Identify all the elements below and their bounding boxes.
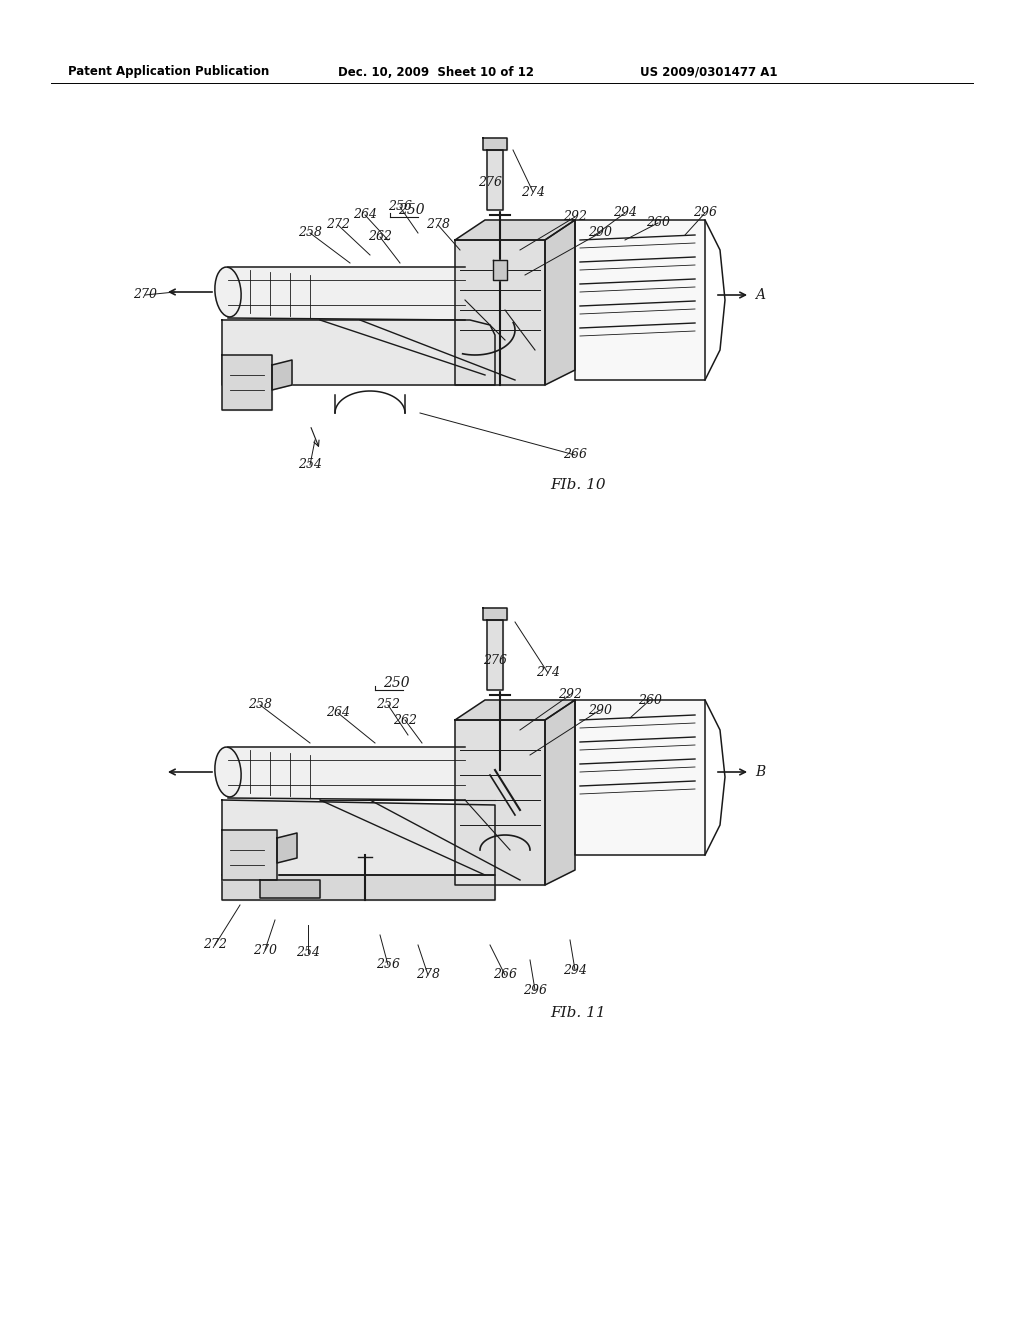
- Polygon shape: [483, 139, 507, 150]
- Polygon shape: [278, 833, 297, 863]
- Text: 258: 258: [248, 698, 272, 711]
- Polygon shape: [487, 620, 503, 690]
- Text: 264: 264: [353, 209, 377, 222]
- Text: 266: 266: [493, 969, 517, 982]
- Text: 256: 256: [376, 958, 400, 972]
- Text: 296: 296: [523, 983, 547, 997]
- Text: 266: 266: [563, 449, 587, 462]
- Polygon shape: [228, 267, 465, 319]
- Polygon shape: [455, 700, 575, 719]
- Text: 260: 260: [638, 693, 662, 706]
- Text: US 2009/0301477 A1: US 2009/0301477 A1: [640, 66, 777, 78]
- Polygon shape: [222, 800, 495, 875]
- Text: Patent Application Publication: Patent Application Publication: [68, 66, 269, 78]
- Text: 262: 262: [368, 231, 392, 243]
- Polygon shape: [455, 220, 575, 240]
- Text: 254: 254: [296, 946, 319, 960]
- Text: 296: 296: [693, 206, 717, 219]
- Text: 270: 270: [253, 944, 278, 957]
- Text: 294: 294: [563, 964, 587, 977]
- Polygon shape: [575, 700, 705, 855]
- Text: 270: 270: [133, 289, 157, 301]
- Text: 272: 272: [326, 219, 350, 231]
- Text: 278: 278: [426, 219, 450, 231]
- Polygon shape: [493, 260, 507, 280]
- Text: B: B: [755, 766, 765, 779]
- Text: FIb. 11: FIb. 11: [550, 1006, 605, 1020]
- Polygon shape: [455, 240, 545, 385]
- Text: Dec. 10, 2009  Sheet 10 of 12: Dec. 10, 2009 Sheet 10 of 12: [338, 66, 534, 78]
- Text: 250: 250: [383, 676, 410, 690]
- Text: 292: 292: [558, 689, 582, 701]
- Text: 274: 274: [536, 667, 560, 680]
- Polygon shape: [222, 319, 495, 385]
- Text: 272: 272: [203, 939, 227, 952]
- Text: 276: 276: [483, 653, 507, 667]
- Text: 260: 260: [646, 216, 670, 230]
- Text: 276: 276: [478, 177, 502, 190]
- Text: 258: 258: [298, 227, 322, 239]
- Ellipse shape: [215, 267, 241, 317]
- Text: 264: 264: [326, 706, 350, 719]
- Text: 292: 292: [563, 210, 587, 223]
- Text: 256: 256: [388, 201, 412, 214]
- Polygon shape: [272, 360, 292, 389]
- Text: FIb. 10: FIb. 10: [550, 478, 605, 492]
- Polygon shape: [222, 830, 278, 880]
- Text: 250: 250: [398, 203, 425, 216]
- Polygon shape: [545, 220, 575, 385]
- Text: 262: 262: [393, 714, 417, 726]
- Polygon shape: [483, 609, 507, 620]
- Text: 274: 274: [521, 186, 545, 198]
- Text: 290: 290: [588, 704, 612, 717]
- Polygon shape: [545, 700, 575, 884]
- Text: 252: 252: [376, 698, 400, 711]
- Text: 278: 278: [416, 969, 440, 982]
- Text: 290: 290: [588, 227, 612, 239]
- Text: 254: 254: [298, 458, 322, 471]
- Polygon shape: [575, 220, 705, 380]
- Polygon shape: [455, 719, 545, 884]
- Text: 294: 294: [613, 206, 637, 219]
- Text: A: A: [755, 288, 765, 302]
- Polygon shape: [487, 150, 503, 210]
- Polygon shape: [222, 875, 495, 900]
- Polygon shape: [228, 747, 465, 800]
- Ellipse shape: [215, 747, 241, 797]
- Polygon shape: [222, 355, 272, 411]
- Polygon shape: [260, 880, 319, 898]
